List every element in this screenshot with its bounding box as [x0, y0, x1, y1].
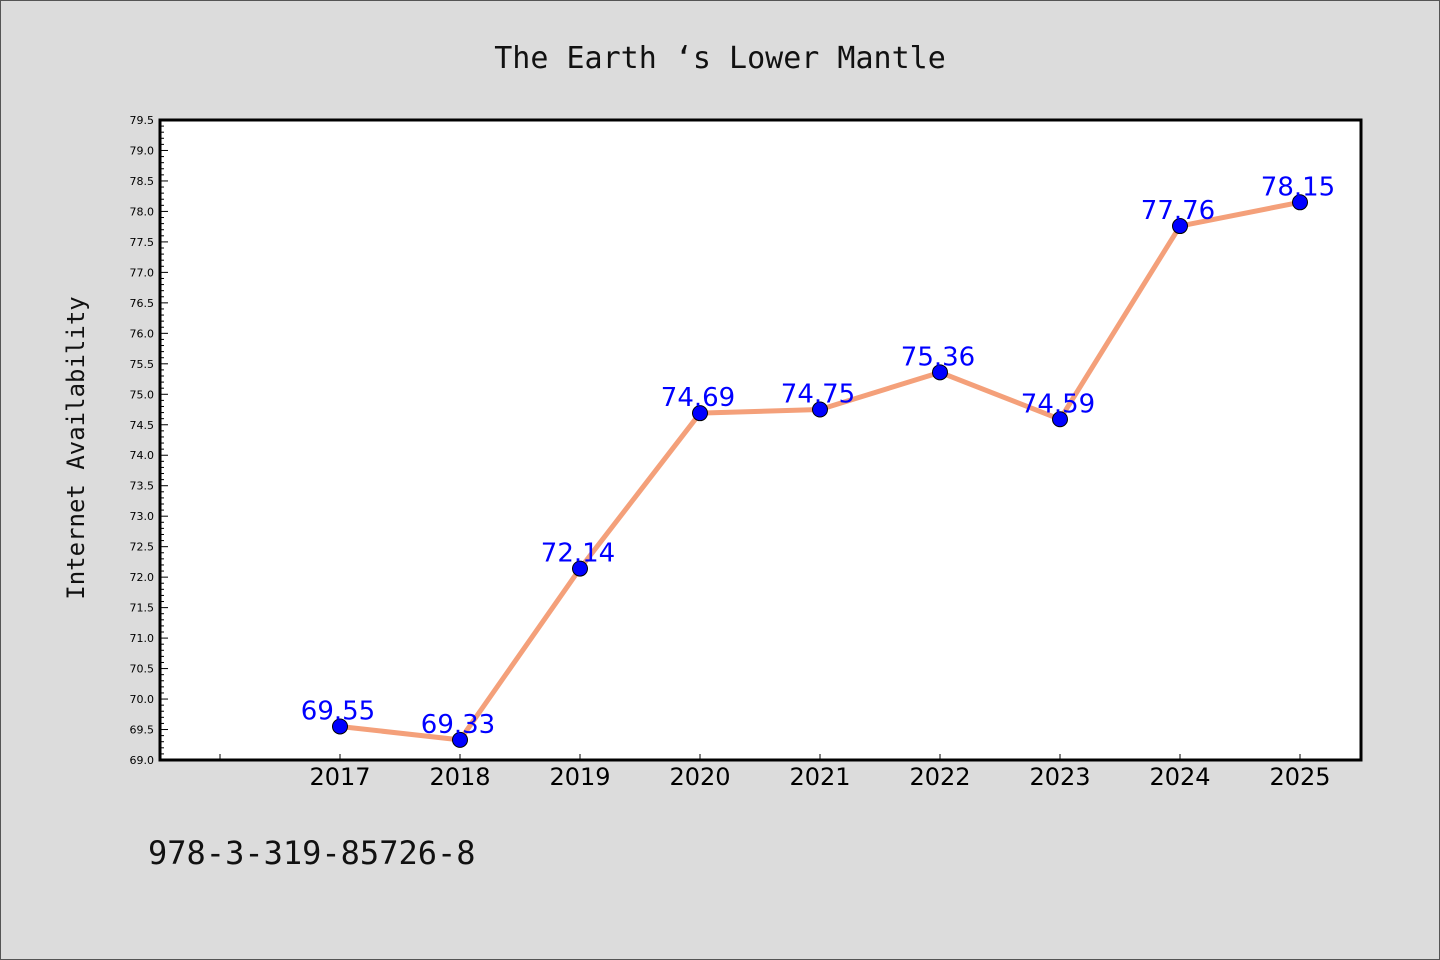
y-tick-label: 69.0: [130, 754, 155, 767]
data-point: [692, 405, 708, 422]
y-tick-label: 70.5: [130, 663, 155, 676]
isbn-footnote: 978-3-319-85726-8: [148, 834, 476, 872]
data-label: 74.69: [661, 383, 735, 413]
y-tick-label: 73.0: [130, 510, 155, 523]
y-tick-label: 69.5: [130, 724, 155, 737]
data-point: [1292, 194, 1308, 211]
data-point: [1052, 411, 1068, 428]
y-tick-label: 77.0: [130, 266, 155, 279]
y-tick-label: 76.0: [130, 327, 155, 340]
data-point: [932, 364, 948, 381]
x-tick-label: 2017: [309, 763, 370, 791]
x-axis: 2017 2018 2019 2020 2021 2022 2023 2024 2025: [219, 754, 1331, 791]
data-point: [1172, 218, 1188, 235]
y-tick-label: 71.0: [130, 632, 155, 645]
y-tick-label: 75.0: [130, 388, 155, 401]
data-label: 75.36: [901, 342, 975, 372]
x-tick-label: 2024: [1149, 763, 1210, 791]
x-tick-label: 2025: [1269, 763, 1330, 791]
plot-area: [158, 118, 1363, 762]
y-tick-label: 76.5: [130, 297, 155, 310]
data-label: 74.75: [781, 380, 855, 410]
y-tick-label: 70.0: [130, 693, 155, 706]
y-tick-label: 73.5: [130, 480, 155, 493]
data-label: 69.55: [301, 696, 375, 726]
y-axis-label: Internet Availability: [62, 296, 90, 599]
x-tick-label: 2020: [669, 763, 730, 791]
series-line-group: [332, 194, 1308, 748]
data-label: 74.59: [1021, 389, 1095, 419]
y-tick-label: 79.5: [130, 114, 155, 127]
x-tick-label: 2021: [789, 763, 850, 791]
y-tick-label: 77.5: [130, 236, 155, 249]
x-tick-label: 2022: [909, 763, 970, 791]
y-tick-label: 72.0: [130, 571, 155, 584]
data-point: [452, 731, 468, 748]
data-point: [332, 718, 348, 735]
y-tick-label: 79.0: [130, 144, 155, 157]
data-label: 69.33: [421, 710, 495, 740]
y-tick-label: 74.0: [130, 449, 155, 462]
y-tick-label: 75.5: [130, 358, 155, 371]
x-tick-label: 2019: [549, 763, 610, 791]
y-tick-label: 74.5: [130, 419, 155, 432]
y-tick-label: 78.5: [130, 175, 155, 188]
data-label: 77.76: [1141, 196, 1215, 226]
data-point: [572, 560, 588, 577]
data-label: 78.15: [1261, 172, 1335, 202]
chart-title: The Earth ‘s Lower Mantle: [494, 41, 946, 76]
y-tick-label: 71.5: [130, 602, 155, 615]
x-tick-label: 2018: [429, 763, 490, 791]
data-point: [812, 401, 828, 418]
y-axis: 69.0 69.5 70.0 70.5 71.0 71.5 72.0 72.5 73.0 73.5…: [130, 114, 168, 767]
y-tick-label: 72.5: [130, 541, 155, 554]
y-tick-label: 78.0: [130, 205, 155, 218]
x-tick-label: 2023: [1029, 763, 1090, 791]
data-label: 72.14: [541, 539, 615, 569]
data-labels: 69.55 69.33 72.14 74.69 74.75 75.36 74.59 77.76…: [301, 172, 1335, 740]
